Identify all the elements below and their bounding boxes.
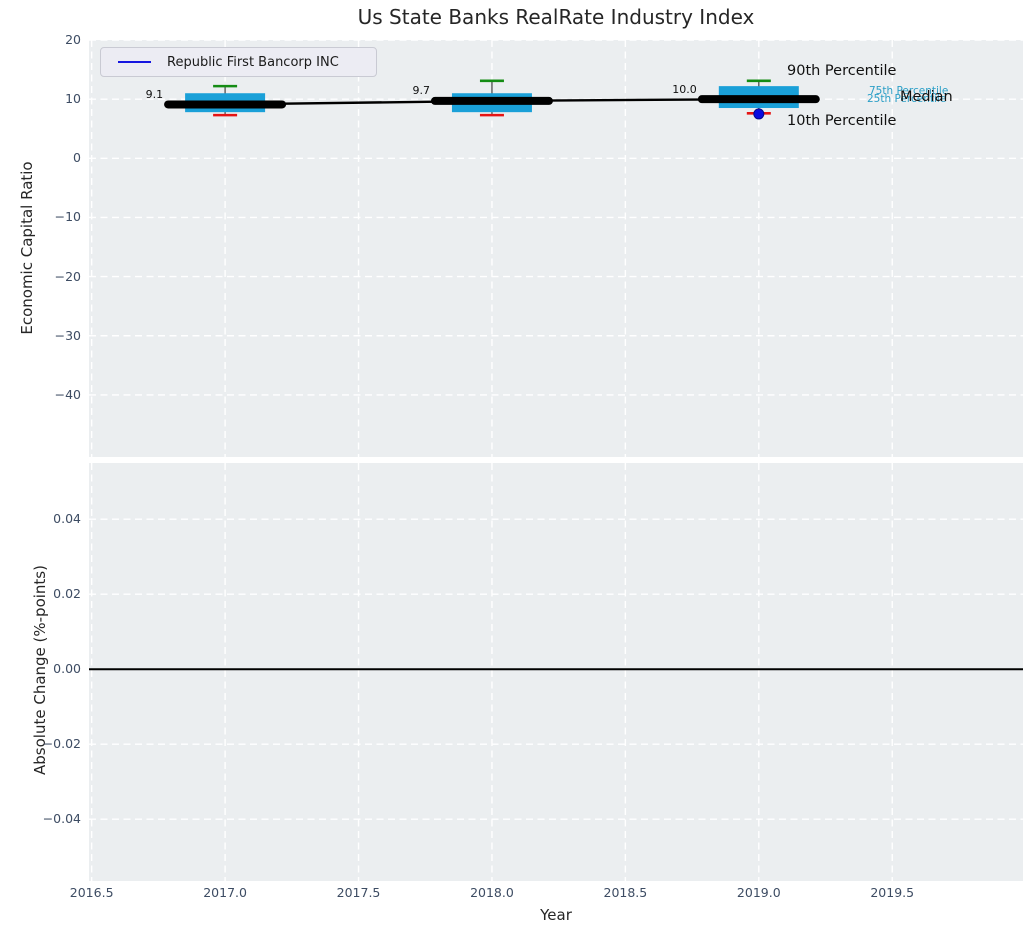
annotation-90th-percentile: 90th Percentile <box>787 63 897 79</box>
top-y-tick-label: −40 <box>54 386 81 402</box>
bottom-y-tick-label: −0.02 <box>42 736 81 752</box>
x-tick-label: 2019.5 <box>870 885 915 900</box>
bottom-y-tick-label: 0.02 <box>53 586 81 602</box>
annotation-10th-percentile: 10th Percentile <box>787 113 897 129</box>
bottom-y-tick-label: 0.00 <box>53 661 81 677</box>
top-y-tick-label: 20 <box>65 32 81 47</box>
top-y-tick-label: −30 <box>54 327 81 343</box>
legend: Republic First Bancorp INC <box>100 47 377 77</box>
company-data-point <box>753 108 765 120</box>
bottom-y-tick-label: −0.04 <box>42 811 81 827</box>
x-tick-label: 2017.5 <box>336 885 381 900</box>
median-value-label: 9.1 <box>145 87 164 101</box>
top-plot-area <box>89 40 1023 457</box>
chart-title: Us State Banks RealRate Industry Index <box>357 5 755 29</box>
bottom-plot-area <box>89 463 1023 881</box>
top-y-tick-label: 10 <box>65 91 81 107</box>
top-y-tick-label: −10 <box>54 209 81 225</box>
annotation-median: Median <box>900 89 953 105</box>
top-y-tick-label: 0 <box>73 150 81 166</box>
bottom-y-tick-label: 0.04 <box>53 511 81 527</box>
annotation-25th-percentile: 25th Percentile <box>867 93 947 105</box>
legend-line-sample <box>118 61 151 63</box>
annotation-75th-percentile: 75th Percentile <box>869 85 949 97</box>
x-tick-label: 2016.5 <box>69 885 114 900</box>
median-value-label: 9.7 <box>412 84 430 98</box>
median-value-label: 10.0 <box>672 82 697 96</box>
top-y-axis-label: Economic Capital Ratio <box>18 161 36 335</box>
top-plot-canvas <box>89 40 1023 457</box>
x-tick-label: 2018.0 <box>470 885 514 900</box>
legend-label: Republic First Bancorp INC <box>167 54 339 70</box>
bottom-plot-canvas <box>89 463 1023 881</box>
x-tick-label: 2019.0 <box>736 885 781 900</box>
x-tick-label: 2018.5 <box>603 885 648 900</box>
x-axis-label: Year <box>540 906 572 924</box>
top-y-tick-label: −20 <box>54 268 81 284</box>
x-tick-label: 2017.0 <box>203 885 247 900</box>
